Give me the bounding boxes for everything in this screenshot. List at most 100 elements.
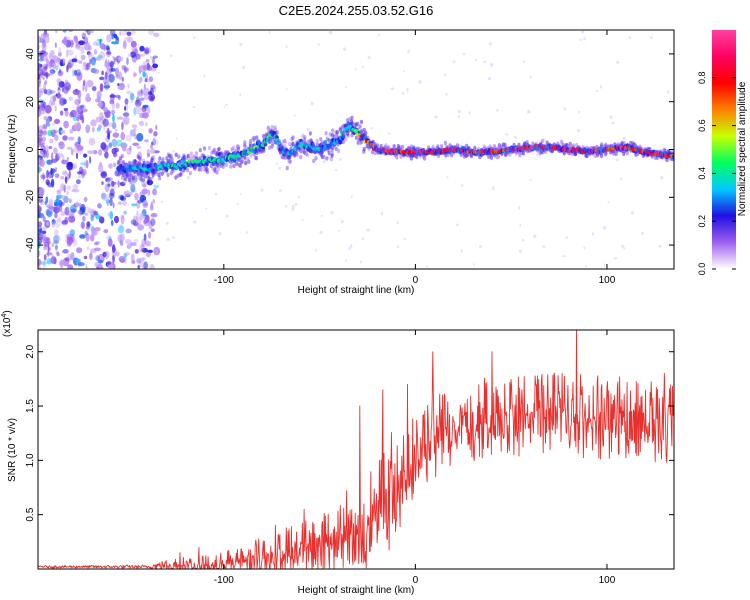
ridge-halo: [283, 138, 287, 144]
noise-blob: [56, 252, 60, 257]
ridge-halo: [604, 150, 608, 156]
noise-blob: [122, 119, 130, 126]
faint-speck: [170, 54, 173, 57]
noise-blob: [100, 142, 107, 151]
faint-speck: [403, 69, 406, 73]
ridge-halo: [325, 136, 329, 141]
ridge-halo: [346, 118, 350, 123]
spectrogram-x-tick-label: 100: [599, 275, 616, 286]
spectrogram-y-tick-label: 20: [25, 96, 36, 108]
noise-blob: [132, 215, 139, 225]
faint-speck: [583, 246, 586, 250]
ridge-halo: [129, 172, 133, 177]
faint-speck: [361, 65, 364, 69]
noise-blob: [101, 70, 104, 76]
noise-blob: [80, 104, 85, 109]
noise-blob: [66, 205, 70, 211]
noise-blob: [139, 212, 145, 221]
ridge-halo: [174, 152, 178, 157]
faint-speck: [529, 75, 532, 79]
noise-blob: [75, 69, 82, 77]
noise-blob: [86, 246, 90, 251]
noise-blob: [143, 233, 147, 242]
noise-blob: [60, 211, 66, 217]
noise-blob: [38, 204, 41, 212]
noise-blob: [51, 132, 55, 138]
ridge-halo: [205, 166, 209, 172]
ridge-halo: [359, 119, 364, 125]
noise-blob: [54, 173, 60, 179]
ridge-halo: [150, 158, 154, 163]
noise-blob: [129, 129, 136, 137]
noise-blob: [147, 189, 151, 196]
snr-y-tick-label: 2.0: [25, 344, 36, 358]
noise-blob: [81, 32, 86, 38]
ridge-halo: [243, 140, 247, 145]
faint-speck: [366, 228, 370, 232]
noise-blob: [89, 156, 92, 164]
faint-speck: [456, 223, 459, 227]
noise-blob: [72, 183, 79, 190]
noise-blob: [126, 244, 132, 250]
noise-blob: [136, 258, 142, 264]
noise-blob: [129, 180, 136, 186]
noise-blob: [107, 238, 113, 247]
snr-frame: [37, 329, 675, 570]
noise-blob: [150, 56, 153, 60]
faint-speck: [402, 92, 404, 95]
faint-speck: [599, 85, 602, 89]
faint-speck: [291, 204, 295, 209]
noise-blob: [103, 229, 109, 234]
faint-speck: [330, 211, 334, 215]
noise-blob: [108, 236, 112, 240]
noise-blob: [118, 71, 123, 81]
ridge-halo: [238, 163, 243, 169]
noise-blob: [59, 59, 64, 67]
noise-blob: [63, 195, 69, 204]
noise-blob: [69, 128, 74, 134]
noise-blob: [42, 124, 48, 130]
noise-blob: [74, 98, 81, 106]
noise-blob: [94, 247, 101, 252]
noise-blob: [106, 34, 112, 43]
faint-speck: [319, 230, 323, 234]
ridge-halo: [236, 146, 240, 152]
noise-blob: [100, 170, 108, 179]
faint-speck: [293, 114, 296, 117]
faint-speck: [236, 202, 239, 205]
noise-blob: [38, 157, 41, 164]
noise-blob: [141, 112, 149, 119]
noise-blob: [42, 261, 46, 269]
noise-blob: [51, 62, 57, 70]
noise-blob: [141, 238, 146, 248]
ridge-halo: [249, 153, 253, 158]
noise-blob: [151, 141, 154, 146]
faint-speck: [387, 132, 391, 135]
ridge-halo: [324, 131, 328, 136]
noise-blob: [124, 106, 127, 111]
noise-blob: [60, 129, 66, 135]
noise-blob: [96, 103, 103, 107]
noise-blob: [98, 163, 104, 173]
noise-blob: [64, 206, 70, 216]
noise-blob: [100, 172, 107, 177]
noise-blob: [52, 95, 57, 103]
noise-blob: [47, 249, 50, 258]
noise-blob: [143, 219, 148, 225]
noise-blob: [54, 42, 57, 49]
noise-blob: [53, 229, 59, 237]
ridge-halo: [325, 156, 329, 161]
noise-blob: [102, 251, 107, 258]
noise-blob: [80, 168, 87, 176]
ridge-halo: [436, 153, 441, 159]
noise-blob: [94, 241, 99, 246]
noise-blob: [87, 52, 93, 57]
noise-blob: [152, 57, 155, 65]
ridge-halo: [288, 155, 292, 160]
faint-speck: [609, 115, 613, 119]
faint-speck: [160, 200, 164, 203]
faint-speck: [335, 168, 338, 172]
ridge-halo: [314, 156, 318, 161]
faint-speck: [446, 176, 449, 179]
noise-blob: [59, 220, 63, 226]
